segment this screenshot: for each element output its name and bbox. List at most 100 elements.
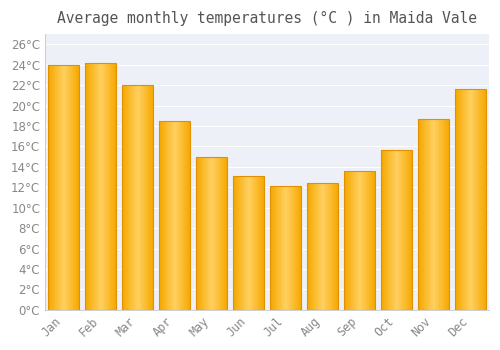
Bar — [262, 176, 263, 310]
Bar — [291, 186, 292, 310]
Bar — [69, 65, 70, 310]
Bar — [484, 89, 485, 310]
Bar — [50, 65, 51, 310]
Bar — [296, 186, 297, 310]
Bar — [134, 85, 136, 310]
Bar — [105, 63, 106, 310]
Bar — [197, 157, 198, 310]
Bar — [129, 85, 130, 310]
Bar — [168, 121, 169, 310]
Bar — [455, 89, 486, 310]
Bar — [164, 121, 166, 310]
Bar — [109, 63, 110, 310]
Bar — [360, 171, 361, 310]
Bar — [389, 149, 390, 310]
Bar — [211, 157, 212, 310]
Bar — [356, 171, 357, 310]
Bar — [163, 121, 164, 310]
Bar — [53, 65, 54, 310]
Bar — [366, 171, 367, 310]
Bar — [456, 89, 457, 310]
Bar — [475, 89, 476, 310]
Bar — [425, 119, 426, 310]
Bar — [150, 85, 151, 310]
Bar — [238, 176, 240, 310]
Bar — [87, 63, 88, 310]
Bar — [244, 176, 246, 310]
Bar — [270, 186, 300, 310]
Bar — [485, 89, 486, 310]
Bar — [57, 65, 58, 310]
Bar — [208, 157, 209, 310]
Bar — [77, 65, 78, 310]
Bar — [217, 157, 218, 310]
Bar — [441, 119, 442, 310]
Bar — [204, 157, 206, 310]
Bar — [169, 121, 170, 310]
Bar — [186, 121, 188, 310]
Bar — [392, 149, 394, 310]
Bar — [418, 119, 448, 310]
Bar — [429, 119, 430, 310]
Bar — [315, 183, 316, 310]
Bar — [212, 157, 213, 310]
Bar — [395, 149, 396, 310]
Bar — [321, 183, 322, 310]
Bar — [390, 149, 391, 310]
Bar — [468, 89, 469, 310]
Bar — [94, 63, 96, 310]
Bar — [248, 176, 250, 310]
Bar — [431, 119, 432, 310]
Bar — [132, 85, 133, 310]
Bar — [127, 85, 128, 310]
Bar — [76, 65, 77, 310]
Bar — [218, 157, 219, 310]
Bar — [299, 186, 300, 310]
Bar — [477, 89, 478, 310]
Bar — [149, 85, 150, 310]
Title: Average monthly temperatures (°C ) in Maida Vale: Average monthly temperatures (°C ) in Ma… — [57, 11, 477, 26]
Bar — [166, 121, 167, 310]
Bar — [162, 121, 163, 310]
Bar — [408, 149, 410, 310]
Bar — [282, 186, 283, 310]
Bar — [56, 65, 57, 310]
Bar — [481, 89, 482, 310]
Bar — [382, 149, 383, 310]
Bar — [333, 183, 334, 310]
Bar — [260, 176, 262, 310]
Bar — [143, 85, 144, 310]
Bar — [423, 119, 424, 310]
Bar — [472, 89, 474, 310]
Bar — [345, 171, 346, 310]
Bar — [294, 186, 296, 310]
Bar — [419, 119, 420, 310]
Bar — [457, 89, 458, 310]
Bar — [48, 65, 79, 310]
Bar — [437, 119, 438, 310]
Bar — [310, 183, 311, 310]
Bar — [182, 121, 183, 310]
Bar — [207, 157, 208, 310]
Bar — [367, 171, 368, 310]
Bar — [179, 121, 180, 310]
Bar — [86, 63, 87, 310]
Bar — [225, 157, 226, 310]
Bar — [332, 183, 333, 310]
Bar — [465, 89, 466, 310]
Bar — [122, 85, 123, 310]
Bar — [383, 149, 384, 310]
Bar — [436, 119, 437, 310]
Bar — [223, 157, 224, 310]
Bar — [63, 65, 64, 310]
Bar — [97, 63, 98, 310]
Bar — [337, 183, 338, 310]
Bar — [92, 63, 93, 310]
Bar — [209, 157, 210, 310]
Bar — [471, 89, 472, 310]
Bar — [442, 119, 444, 310]
Bar — [201, 157, 202, 310]
Bar — [234, 176, 235, 310]
Bar — [474, 89, 475, 310]
Bar — [200, 157, 201, 310]
